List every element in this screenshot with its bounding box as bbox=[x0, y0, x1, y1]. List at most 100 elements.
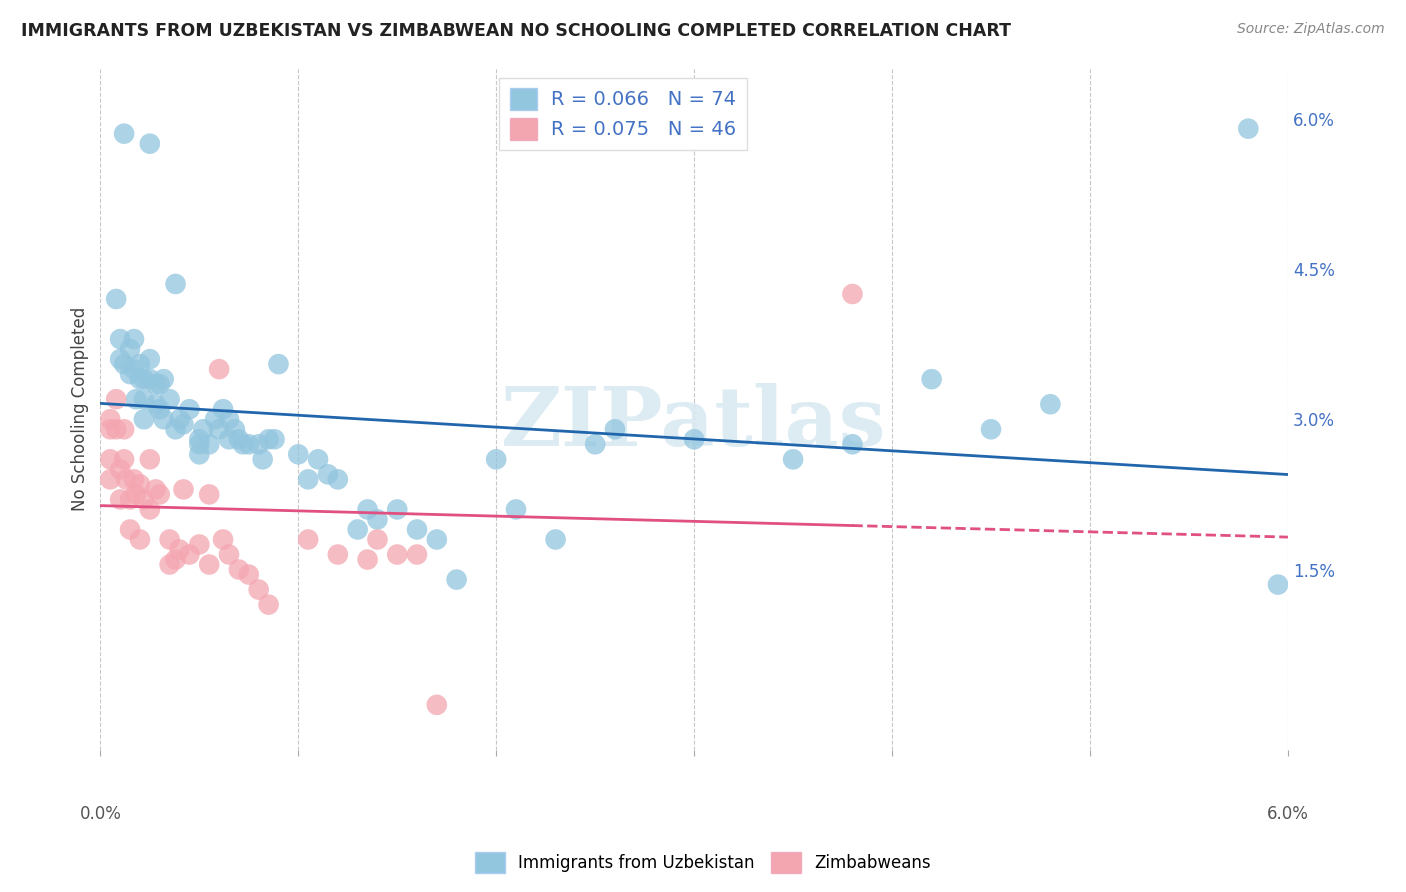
Point bbox=[125, 487, 148, 501]
Point bbox=[152, 372, 174, 386]
Point bbox=[179, 548, 201, 562]
Point bbox=[188, 437, 211, 451]
Point bbox=[152, 412, 174, 426]
Point bbox=[208, 362, 231, 376]
Point bbox=[105, 422, 128, 436]
Point bbox=[122, 472, 145, 486]
Point bbox=[316, 467, 339, 482]
Point bbox=[1267, 577, 1289, 591]
Point bbox=[218, 432, 240, 446]
Point bbox=[247, 437, 270, 451]
Point bbox=[356, 502, 378, 516]
Point bbox=[238, 567, 260, 582]
Point bbox=[98, 472, 121, 486]
Point bbox=[132, 392, 155, 407]
Point bbox=[921, 372, 943, 386]
Point bbox=[165, 422, 187, 436]
Point bbox=[129, 357, 152, 371]
Point bbox=[252, 452, 274, 467]
Point bbox=[228, 432, 250, 446]
Point bbox=[683, 432, 706, 446]
Point bbox=[129, 372, 152, 386]
Point bbox=[122, 362, 145, 376]
Point bbox=[112, 357, 135, 371]
Point bbox=[583, 437, 606, 451]
Point bbox=[149, 402, 172, 417]
Text: 6.0%: 6.0% bbox=[1267, 805, 1309, 823]
Point bbox=[112, 452, 135, 467]
Point bbox=[132, 412, 155, 426]
Point bbox=[841, 287, 863, 301]
Point bbox=[132, 492, 155, 507]
Point bbox=[108, 462, 131, 476]
Point bbox=[356, 552, 378, 566]
Point bbox=[841, 437, 863, 451]
Point bbox=[1039, 397, 1062, 411]
Point bbox=[346, 523, 368, 537]
Point bbox=[149, 487, 172, 501]
Point bbox=[169, 412, 191, 426]
Point bbox=[426, 698, 449, 712]
Point bbox=[287, 447, 309, 461]
Point bbox=[172, 483, 194, 497]
Point bbox=[188, 447, 211, 461]
Point bbox=[145, 397, 167, 411]
Point bbox=[105, 292, 128, 306]
Point bbox=[387, 548, 409, 562]
Text: IMMIGRANTS FROM UZBEKISTAN VS ZIMBABWEAN NO SCHOOLING COMPLETED CORRELATION CHAR: IMMIGRANTS FROM UZBEKISTAN VS ZIMBABWEAN… bbox=[21, 22, 1011, 40]
Point bbox=[782, 452, 804, 467]
Point bbox=[366, 533, 388, 547]
Point bbox=[169, 542, 191, 557]
Point bbox=[218, 548, 240, 562]
Point bbox=[505, 502, 527, 516]
Point bbox=[118, 342, 141, 356]
Point bbox=[159, 558, 181, 572]
Point bbox=[193, 422, 215, 436]
Point bbox=[603, 422, 626, 436]
Point bbox=[165, 552, 187, 566]
Point bbox=[204, 412, 226, 426]
Point bbox=[139, 136, 162, 151]
Point bbox=[224, 422, 246, 436]
Point bbox=[198, 487, 221, 501]
Point bbox=[98, 412, 121, 426]
Legend: R = 0.066   N = 74, R = 0.075   N = 46: R = 0.066 N = 74, R = 0.075 N = 46 bbox=[499, 78, 747, 151]
Point bbox=[139, 352, 162, 367]
Point bbox=[485, 452, 508, 467]
Point bbox=[228, 563, 250, 577]
Point bbox=[139, 372, 162, 386]
Point bbox=[165, 277, 187, 291]
Point bbox=[98, 452, 121, 467]
Point bbox=[366, 512, 388, 526]
Point bbox=[980, 422, 1002, 436]
Point bbox=[263, 432, 285, 446]
Point bbox=[118, 367, 141, 381]
Point bbox=[145, 377, 167, 392]
Point bbox=[426, 533, 449, 547]
Point bbox=[172, 417, 194, 432]
Point bbox=[105, 392, 128, 407]
Point bbox=[406, 548, 429, 562]
Point bbox=[387, 502, 409, 516]
Point bbox=[149, 377, 172, 392]
Point bbox=[326, 472, 349, 486]
Point bbox=[326, 548, 349, 562]
Point bbox=[159, 392, 181, 407]
Point bbox=[212, 533, 235, 547]
Point bbox=[544, 533, 567, 547]
Point bbox=[307, 452, 329, 467]
Point bbox=[139, 452, 162, 467]
Point bbox=[198, 437, 221, 451]
Point bbox=[208, 422, 231, 436]
Point bbox=[297, 472, 319, 486]
Point bbox=[188, 432, 211, 446]
Point bbox=[108, 332, 131, 346]
Point bbox=[112, 422, 135, 436]
Point bbox=[406, 523, 429, 537]
Point bbox=[179, 402, 201, 417]
Point bbox=[212, 402, 235, 417]
Point bbox=[1237, 121, 1260, 136]
Point bbox=[98, 422, 121, 436]
Text: 0.0%: 0.0% bbox=[79, 805, 121, 823]
Point bbox=[145, 483, 167, 497]
